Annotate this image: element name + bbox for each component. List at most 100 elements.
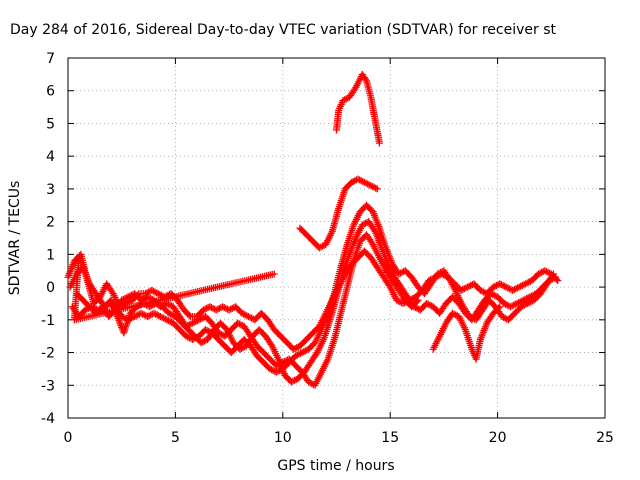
data-point bbox=[206, 303, 214, 311]
data-point-interp bbox=[237, 321, 245, 329]
x-tick-label: 15 bbox=[381, 430, 399, 446]
y-axis-label: SDTVAR / TECUs bbox=[7, 181, 23, 296]
data-point-interp bbox=[184, 333, 192, 341]
x-tick-label: 0 bbox=[64, 430, 73, 446]
data-point-interp bbox=[504, 284, 512, 292]
data-point bbox=[354, 175, 362, 183]
data-point bbox=[500, 299, 508, 307]
plot-frame bbox=[67, 57, 606, 419]
data-point-interp bbox=[164, 317, 172, 325]
data-point bbox=[148, 286, 156, 294]
data-point-interp bbox=[490, 291, 498, 299]
data-point-interp bbox=[267, 340, 275, 348]
data-point-interp bbox=[522, 300, 530, 308]
data-point bbox=[414, 296, 422, 304]
data-point-interp bbox=[164, 300, 172, 308]
data-point bbox=[506, 303, 514, 311]
data-point bbox=[189, 319, 197, 327]
data-point-interp bbox=[538, 268, 546, 276]
data-point bbox=[225, 306, 233, 314]
x-tick-label: 25 bbox=[596, 430, 614, 446]
data-point-interp bbox=[157, 291, 165, 299]
data-point-interp bbox=[459, 286, 467, 294]
data-point bbox=[522, 280, 530, 288]
data-point-interp bbox=[319, 242, 327, 250]
data-point-interp bbox=[445, 275, 453, 283]
data-point bbox=[238, 309, 246, 317]
data-point bbox=[360, 178, 368, 186]
data-point-interp bbox=[351, 177, 359, 185]
data-point-interp bbox=[134, 311, 142, 319]
data-point bbox=[290, 345, 298, 353]
data-point-interp bbox=[241, 311, 249, 319]
data-point-interp bbox=[185, 321, 193, 329]
data-point-interp bbox=[364, 180, 372, 188]
data-point-interp bbox=[207, 304, 215, 312]
chart-title: Day 284 of 2016, Sidereal Day-to-day VTE… bbox=[10, 22, 557, 38]
data-point-interp bbox=[123, 294, 131, 302]
data-point-interp bbox=[239, 344, 247, 352]
data-point bbox=[234, 319, 242, 327]
data-point-interp bbox=[129, 313, 137, 321]
data-point-interp bbox=[467, 313, 475, 321]
data-point bbox=[156, 313, 164, 321]
data-point bbox=[315, 244, 323, 252]
data-point-interp bbox=[119, 313, 127, 321]
data-marks bbox=[64, 70, 562, 389]
data-point bbox=[156, 303, 164, 311]
data-point-interp bbox=[97, 298, 105, 306]
data-point bbox=[358, 221, 366, 229]
data-point bbox=[81, 306, 89, 314]
data-point-interp bbox=[361, 75, 369, 83]
data-point-interp bbox=[276, 360, 284, 368]
data-point bbox=[150, 309, 158, 317]
data-point-interp bbox=[126, 315, 134, 323]
data-point-interp bbox=[512, 285, 520, 293]
data-point bbox=[496, 280, 504, 288]
data-point-interp bbox=[149, 287, 157, 295]
data-point bbox=[466, 313, 474, 321]
data-point-interp bbox=[297, 349, 305, 357]
data-point-interp bbox=[501, 282, 509, 290]
data-point bbox=[292, 352, 300, 360]
data-point-interp bbox=[489, 290, 497, 298]
data-point-interp bbox=[190, 335, 198, 343]
data-point-interp bbox=[203, 326, 211, 334]
data-point bbox=[118, 296, 126, 304]
data-point bbox=[118, 313, 126, 321]
data-point-interp bbox=[243, 312, 251, 320]
data-point-interp bbox=[513, 284, 521, 292]
data-point-interp bbox=[156, 290, 164, 298]
data-point-interp bbox=[508, 302, 516, 310]
data-point bbox=[279, 358, 287, 366]
data-point-interp bbox=[220, 304, 228, 312]
data-point-interp bbox=[192, 317, 200, 325]
data-point bbox=[165, 309, 173, 317]
data-point-interp bbox=[291, 344, 299, 352]
data-point-interp bbox=[413, 297, 421, 305]
y-tick-label: 7 bbox=[46, 51, 55, 67]
x-tick-label: 10 bbox=[274, 430, 292, 446]
data-point-interp bbox=[160, 301, 168, 309]
data-point-interp bbox=[166, 317, 174, 325]
data-point-interp bbox=[274, 361, 282, 369]
data-point bbox=[476, 286, 484, 294]
data-point bbox=[393, 296, 401, 304]
data-point-interp bbox=[362, 179, 370, 187]
data-point-interp bbox=[277, 359, 285, 367]
data-point-interp bbox=[160, 314, 168, 322]
data-point-interp bbox=[520, 281, 528, 289]
data-point-interp bbox=[155, 312, 163, 320]
data-point-interp bbox=[215, 304, 223, 312]
data-point bbox=[105, 299, 113, 307]
data-point-interp bbox=[203, 304, 211, 312]
data-point-interp bbox=[465, 282, 473, 290]
data-point-interp bbox=[301, 347, 309, 355]
data-point-interp bbox=[519, 302, 527, 310]
data-point-interp bbox=[503, 301, 511, 309]
data-point-interp bbox=[510, 286, 518, 294]
data-point-interp bbox=[200, 337, 208, 345]
y-tick-label: 4 bbox=[46, 149, 55, 165]
data-point bbox=[124, 316, 132, 324]
